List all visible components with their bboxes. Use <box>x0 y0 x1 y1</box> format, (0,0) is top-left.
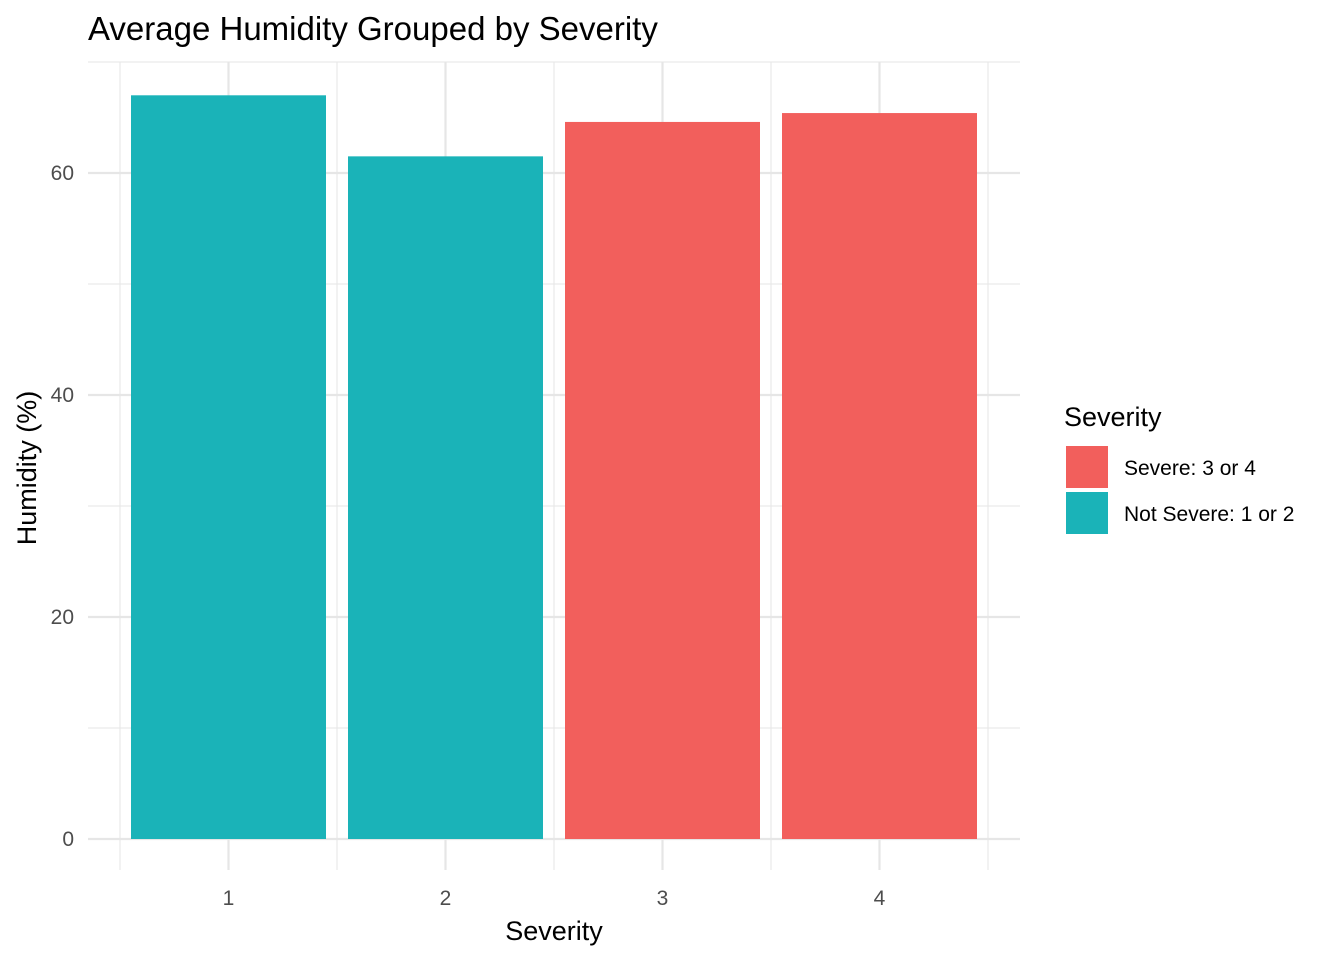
x-tick-label: 3 <box>657 887 669 910</box>
bar-severity-4 <box>782 113 977 839</box>
bar-severity-1 <box>131 95 326 840</box>
bar-severity-2 <box>348 156 543 840</box>
x-tick-label: 4 <box>874 887 886 910</box>
y-axis-ticks: 0 20 40 60 <box>51 162 74 851</box>
legend-items: Severe: 3 or 4 Not Severe: 1 or 2 <box>1066 446 1294 534</box>
y-tick-label: 60 <box>51 162 74 185</box>
legend-swatch <box>1066 446 1108 488</box>
y-axis-title: Humidity (%) <box>12 391 42 546</box>
bars-layer <box>131 95 977 840</box>
chart-title: Average Humidity Grouped by Severity <box>88 10 658 47</box>
legend-title: Severity <box>1064 402 1162 432</box>
x-axis-ticks: 1 2 3 4 <box>223 887 886 910</box>
x-axis-title: Severity <box>505 916 603 946</box>
y-tick-label: 20 <box>51 606 74 629</box>
bar-severity-3 <box>565 121 760 839</box>
legend: Severity Severe: 3 or 4 Not Severe: 1 or … <box>1064 402 1294 534</box>
legend-label: Not Severe: 1 or 2 <box>1124 503 1294 526</box>
x-tick-label: 1 <box>223 887 235 910</box>
y-tick-label: 0 <box>62 828 74 851</box>
legend-swatch <box>1066 492 1108 534</box>
x-tick-label: 2 <box>440 887 452 910</box>
y-tick-label: 40 <box>51 384 74 407</box>
legend-label: Severe: 3 or 4 <box>1124 457 1256 480</box>
